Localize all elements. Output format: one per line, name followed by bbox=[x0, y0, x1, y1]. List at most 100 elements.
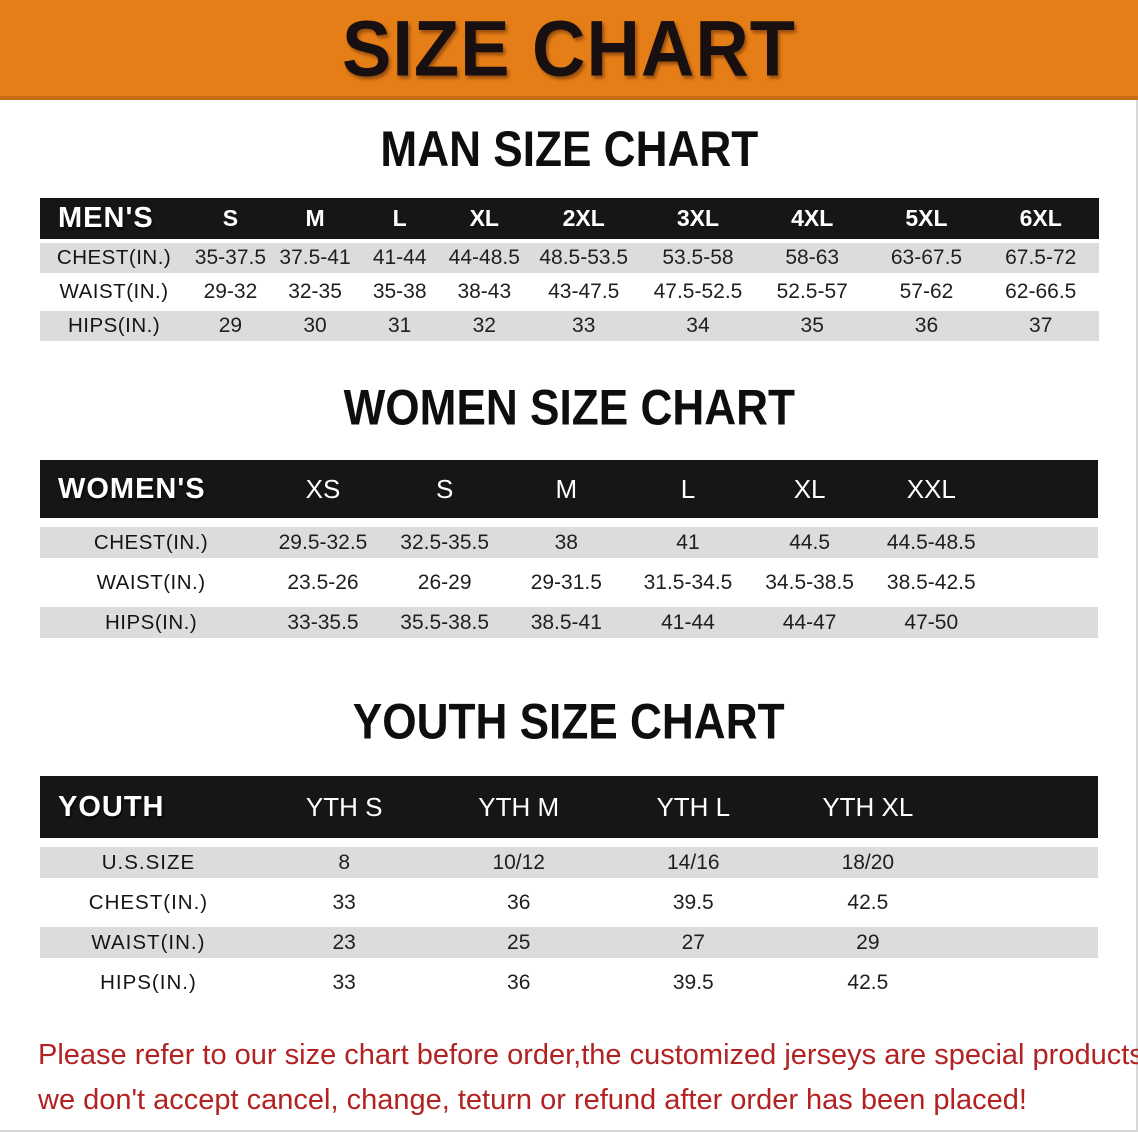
row-label: HIPS(IN.) bbox=[40, 311, 189, 341]
cell: 33 bbox=[256, 967, 432, 998]
cell: 58-63 bbox=[755, 243, 870, 273]
cell: 44-48.5 bbox=[441, 243, 527, 273]
row-label: CHEST(IN.) bbox=[40, 887, 257, 918]
cell: 35-38 bbox=[357, 277, 442, 307]
cell: 41-44 bbox=[627, 607, 749, 638]
header-filler bbox=[955, 776, 1098, 838]
cell: 32.5-35.5 bbox=[383, 527, 506, 558]
cell: 26-29 bbox=[383, 567, 506, 598]
cell: 33-35.5 bbox=[262, 607, 384, 638]
size-table: MEN'S S M L XL 2XL 3XL 4XL 5XL 6XL CHEST(IN.) 35-37… bbox=[40, 194, 1098, 345]
table-row: U.S.SIZE 8 10/12 14/16 18/20 bbox=[40, 847, 1098, 878]
cell: 25 bbox=[431, 927, 606, 958]
cell: 43-47.5 bbox=[526, 277, 641, 307]
row-filler bbox=[955, 927, 1098, 958]
cell: 41-44 bbox=[357, 243, 442, 273]
cell: 23.5-26 bbox=[262, 567, 384, 598]
column-header: YTH S bbox=[256, 776, 432, 838]
column-header: S bbox=[188, 198, 273, 239]
section-title-text: MAN SIZE CHART bbox=[380, 121, 758, 178]
table-corner-label: MEN'S bbox=[40, 198, 189, 239]
disclaimer-line-2: we don't accept cancel, change, teturn o… bbox=[38, 1083, 1027, 1116]
section-title: MAN SIZE CHART bbox=[0, 121, 1138, 178]
row-filler bbox=[992, 607, 1098, 638]
cell: 37.5-41 bbox=[272, 243, 358, 273]
table-row: WAIST(IN.) 23 25 27 29 bbox=[40, 927, 1098, 958]
table-corner-label: WOMEN'S bbox=[40, 460, 263, 518]
table-row: WAIST(IN.) 29-32 32-35 35-38 38-43 43-47.5 47.… bbox=[40, 277, 1098, 307]
cell: 18/20 bbox=[780, 847, 956, 878]
cell: 31.5-34.5 bbox=[627, 567, 749, 598]
cell: 37 bbox=[983, 311, 1098, 341]
column-header: 4XL bbox=[755, 198, 870, 239]
size-section-youth: YOUTH SIZE CHART YOUTH YTH S YTH M YTH L YTH … bbox=[0, 694, 1138, 1007]
row-label: U.S.SIZE bbox=[40, 847, 257, 878]
cell: 32-35 bbox=[272, 277, 358, 307]
cell: 8 bbox=[256, 847, 432, 878]
cell: 47-50 bbox=[870, 607, 993, 638]
cell: 39.5 bbox=[606, 967, 781, 998]
size-table: WOMEN'S XS S M L XL XXL CHEST(IN.) 29.5-32.5 32.5… bbox=[40, 451, 1098, 647]
cell: 42.5 bbox=[780, 967, 956, 998]
column-header: YTH L bbox=[606, 776, 781, 838]
cell: 35.5-38.5 bbox=[383, 607, 506, 638]
column-header: 6XL bbox=[983, 198, 1098, 239]
size-chart-banner: SIZE CHART bbox=[0, 0, 1138, 100]
cell: 34.5-38.5 bbox=[748, 567, 871, 598]
row-label: CHEST(IN.) bbox=[40, 527, 263, 558]
cell: 44.5 bbox=[748, 527, 871, 558]
cell: 44-47 bbox=[748, 607, 871, 638]
row-filler bbox=[955, 887, 1098, 918]
row-filler bbox=[955, 847, 1098, 878]
cell: 48.5-53.5 bbox=[526, 243, 641, 273]
cell: 14/16 bbox=[606, 847, 781, 878]
row-filler bbox=[992, 567, 1098, 598]
size-table: YOUTH YTH S YTH M YTH L YTH XL U.S.SIZE 8 10/12… bbox=[40, 767, 1098, 1007]
size-section-mens: MAN SIZE CHART MEN'S S M L XL 2XL 3XL 4XL 5XL 6XL C… bbox=[0, 121, 1138, 345]
column-header: S bbox=[383, 460, 506, 518]
row-label: HIPS(IN.) bbox=[40, 607, 263, 638]
column-header: M bbox=[505, 460, 628, 518]
column-header: 3XL bbox=[640, 198, 756, 239]
cell: 31 bbox=[357, 311, 442, 341]
cell: 35-37.5 bbox=[188, 243, 273, 273]
section-title-text: YOUTH SIZE CHART bbox=[353, 694, 785, 751]
section-title: YOUTH SIZE CHART bbox=[0, 694, 1138, 751]
header-filler bbox=[992, 460, 1098, 518]
cell: 32 bbox=[441, 311, 527, 341]
table-row: CHEST(IN.) 35-37.5 37.5-41 41-44 44-48.5 48.5… bbox=[40, 243, 1098, 273]
cell: 44.5-48.5 bbox=[870, 527, 993, 558]
cell: 29 bbox=[780, 927, 956, 958]
row-label: WAIST(IN.) bbox=[40, 567, 263, 598]
disclaimer-line-1: Please refer to our size chart before or… bbox=[38, 1039, 1138, 1071]
column-header: L bbox=[627, 460, 749, 518]
row-filler bbox=[992, 527, 1098, 558]
size-section-womens: WOMEN SIZE CHART WOMEN'S XS S M L XL XXL CHEST(I… bbox=[0, 380, 1138, 647]
section-title-text: WOMEN SIZE CHART bbox=[343, 380, 795, 437]
column-header: YTH M bbox=[431, 776, 606, 838]
row-label: WAIST(IN.) bbox=[40, 277, 189, 307]
column-header: XL bbox=[441, 198, 527, 239]
table-row: HIPS(IN.) 29 30 31 32 33 34 35 36 37 bbox=[40, 311, 1098, 341]
cell: 29.5-32.5 bbox=[262, 527, 384, 558]
column-header: XXL bbox=[870, 460, 993, 518]
cell: 52.5-57 bbox=[755, 277, 870, 307]
cell: 41 bbox=[627, 527, 749, 558]
cell: 29-32 bbox=[188, 277, 273, 307]
cell: 67.5-72 bbox=[983, 243, 1098, 273]
table-header-row: MEN'S S M L XL 2XL 3XL 4XL 5XL 6XL bbox=[40, 198, 1098, 239]
column-header: XS bbox=[262, 460, 384, 518]
column-header: YTH XL bbox=[780, 776, 956, 838]
table-header-row: YOUTH YTH S YTH M YTH L YTH XL bbox=[40, 776, 1098, 838]
table-row: CHEST(IN.) 33 36 39.5 42.5 bbox=[40, 887, 1098, 918]
column-header: 5XL bbox=[869, 198, 984, 239]
cell: 35 bbox=[755, 311, 870, 341]
cell: 23 bbox=[256, 927, 432, 958]
row-label: CHEST(IN.) bbox=[40, 243, 189, 273]
column-header: M bbox=[272, 198, 358, 239]
cell: 36 bbox=[431, 967, 606, 998]
column-header: 2XL bbox=[526, 198, 641, 239]
table-corner-label: YOUTH bbox=[40, 776, 257, 838]
cell: 38 bbox=[505, 527, 628, 558]
